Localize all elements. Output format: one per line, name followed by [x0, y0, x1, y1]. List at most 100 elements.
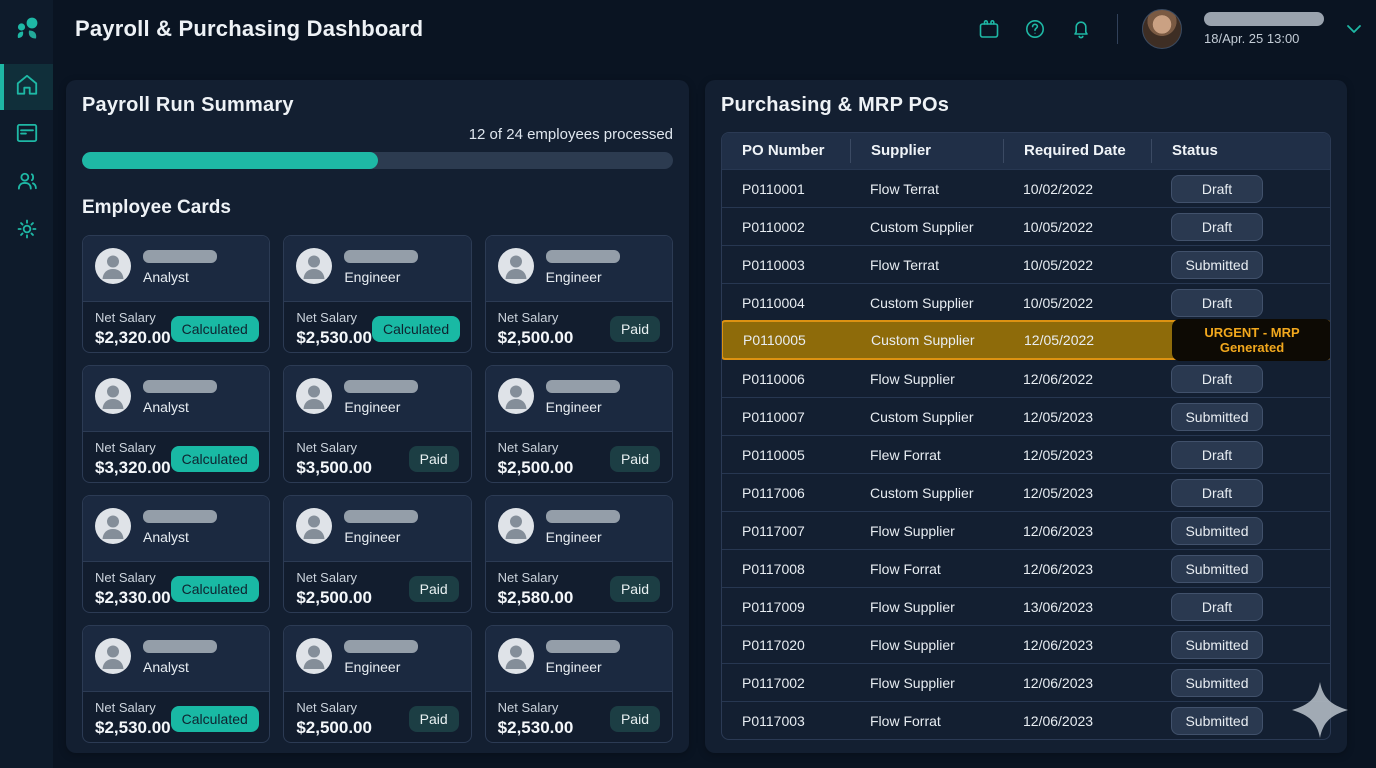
sidebar-item-forms[interactable] — [0, 112, 53, 158]
status-cell: Draft — [1151, 478, 1330, 507]
table-row[interactable]: P0117009 Flow Supplier 13/06/2023 Draft — [722, 587, 1330, 625]
salary-status-badge: Paid — [408, 706, 459, 732]
salary-status-badge: Calculated — [170, 446, 259, 472]
employee-card[interactable]: Engineer Net Salary $2,580.00 Paid — [484, 495, 673, 613]
table-row[interactable]: P0110005 Flew Forrat 12/05/2023 Draft — [722, 435, 1330, 473]
table-row[interactable]: P0117003 Flow Forrat 12/06/2023 Submitte… — [722, 701, 1330, 739]
employee-avatar — [296, 638, 333, 679]
status-badge: Submitted — [1171, 402, 1263, 431]
app-logo-icon — [0, 0, 53, 57]
employee-avatar — [497, 508, 534, 549]
employee-name-redacted — [545, 510, 620, 523]
status-badge: Draft — [1171, 174, 1263, 203]
employee-card[interactable]: Engineer Net Salary $2,500.00 Paid — [283, 625, 472, 743]
form-icon — [14, 120, 40, 151]
status-badge: Draft — [1171, 592, 1263, 621]
employee-avatar — [95, 638, 131, 679]
status-cell: URGENT - MRP Generated — [1152, 319, 1330, 361]
table-row[interactable]: P0110005 Custom Supplier 12/05/2022 URGE… — [722, 319, 1330, 361]
avatar[interactable] — [1142, 8, 1182, 49]
po-number-cell: P0110006 — [742, 370, 805, 387]
employee-name-redacted — [143, 380, 217, 393]
col-header-status: Status — [1151, 139, 1330, 163]
net-salary-amount: $3,320.00 — [95, 458, 171, 477]
table-row[interactable]: P0117020 Flow Supplier 12/06/2023 Submit… — [722, 625, 1330, 663]
chevron-down-icon[interactable] — [1346, 24, 1362, 34]
table-row[interactable]: P0110003 Flow Terrat 10/05/2022 Submitte… — [722, 245, 1330, 283]
salary-status-badge: Calculated — [170, 316, 259, 342]
notifications-icon[interactable] — [1069, 17, 1093, 41]
col-header-po-number: PO Number — [742, 142, 825, 159]
employee-cards-title: Employee Cards — [82, 197, 231, 218]
salary-status-badge: Paid — [609, 706, 660, 732]
table-row[interactable]: P0110001 Flow Terrat 10/02/2022 Draft — [722, 169, 1330, 207]
sidebar-item-home[interactable] — [0, 64, 53, 110]
status-cell: Submitted — [1151, 630, 1330, 659]
table-row[interactable]: P0110004 Custom Supplier 10/05/2022 Draf… — [722, 283, 1330, 321]
employee-card[interactable]: Engineer Net Salary $2,530.00 Calculated — [283, 235, 472, 353]
employee-card[interactable]: Engineer Net Salary $2,530.00 Paid — [484, 625, 673, 743]
employee-card[interactable]: Analyst Net Salary $2,530.00 Calculated — [82, 625, 271, 743]
table-row[interactable]: P0117006 Custom Supplier 12/05/2023 Draf… — [722, 473, 1330, 511]
supplier-cell: Custom Supplier — [870, 294, 974, 311]
sidebar-item-settings[interactable] — [0, 208, 53, 254]
employee-card[interactable]: Analyst Net Salary $2,320.00 Calculated — [82, 235, 271, 353]
employee-card[interactable]: Engineer Net Salary $2,500.00 Paid — [283, 495, 472, 613]
employee-avatar — [296, 378, 333, 419]
po-number-cell: P0117007 — [742, 522, 805, 539]
po-number-cell: P0117009 — [742, 598, 805, 615]
users-icon — [14, 168, 40, 199]
required-date-cell: 12/06/2023 — [1023, 560, 1094, 577]
payroll-panel: Payroll Run Summary 12 of 24 employees p… — [66, 80, 689, 753]
employee-card[interactable]: Analyst Net Salary $2,330.00 Calculated — [82, 495, 271, 613]
status-cell: Draft — [1151, 288, 1330, 317]
net-salary-label: Net Salary — [95, 440, 156, 455]
po-number-cell: P0110005 — [743, 332, 806, 348]
sidebar-item-employees[interactable] — [0, 160, 53, 206]
table-row[interactable]: P0117007 Flow Supplier 12/06/2023 Submit… — [722, 511, 1330, 549]
required-date-cell: 12/05/2022 — [1024, 332, 1095, 348]
employee-role: Analyst — [143, 269, 189, 285]
help-icon[interactable] — [1023, 17, 1047, 41]
employee-card[interactable]: Engineer Net Salary $2,500.00 Paid — [484, 235, 673, 353]
employee-role: Engineer — [545, 659, 602, 675]
status-badge: Submitted — [1171, 706, 1263, 735]
sparkle-icon — [1290, 680, 1350, 745]
table-row[interactable]: P0117008 Flow Forrat 12/06/2023 Submitte… — [722, 549, 1330, 587]
net-salary-amount: $2,530.00 — [296, 328, 372, 347]
employee-card[interactable]: Analyst Net Salary $3,320.00 Calculated — [82, 365, 271, 483]
employee-role: Engineer — [344, 529, 401, 545]
salary-status-badge: Paid — [609, 316, 660, 342]
salary-status-badge: Paid — [408, 576, 459, 602]
supplier-cell: Flow Supplier — [870, 674, 955, 691]
employee-avatar — [497, 248, 534, 289]
payroll-title: Payroll Run Summary — [82, 94, 294, 116]
sidebar — [0, 0, 53, 768]
status-badge: Submitted — [1171, 554, 1263, 583]
employee-name-redacted — [344, 510, 419, 523]
net-salary-label: Net Salary — [497, 700, 559, 715]
employee-card[interactable]: Engineer Net Salary $3,500.00 Paid — [283, 365, 472, 483]
net-salary-amount: $2,500.00 — [497, 328, 574, 347]
po-table-header: PO Number Supplier Required Date Status — [722, 133, 1330, 169]
table-row[interactable]: P0110002 Custom Supplier 10/05/2022 Draf… — [722, 207, 1330, 245]
table-row[interactable]: P0110006 Flow Supplier 12/06/2022 Draft — [722, 359, 1330, 397]
status-cell: Draft — [1151, 592, 1330, 621]
required-date-cell: 10/02/2022 — [1023, 180, 1094, 197]
purchasing-title: Purchasing & MRP POs — [721, 94, 950, 116]
employee-avatar — [296, 508, 333, 549]
status-badge: Draft — [1171, 364, 1263, 393]
salary-status-badge: Calculated — [170, 576, 259, 602]
table-row[interactable]: P0117002 Flow Supplier 12/06/2023 Submit… — [722, 663, 1330, 701]
table-row[interactable]: P0110007 Custom Supplier 12/05/2023 Subm… — [722, 397, 1330, 435]
employee-card[interactable]: Engineer Net Salary $2,500.00 Paid — [484, 365, 673, 483]
po-number-cell: P0110005 — [742, 446, 805, 463]
employee-name-redacted — [344, 380, 419, 393]
status-badge: Submitted — [1171, 668, 1263, 697]
net-salary-label: Net Salary — [296, 310, 358, 325]
supplier-cell: Flow Supplier — [870, 598, 955, 615]
employee-avatar — [95, 248, 131, 289]
calendar-icon[interactable] — [977, 17, 1001, 41]
employee-role: Engineer — [344, 659, 401, 675]
home-icon — [14, 72, 40, 103]
